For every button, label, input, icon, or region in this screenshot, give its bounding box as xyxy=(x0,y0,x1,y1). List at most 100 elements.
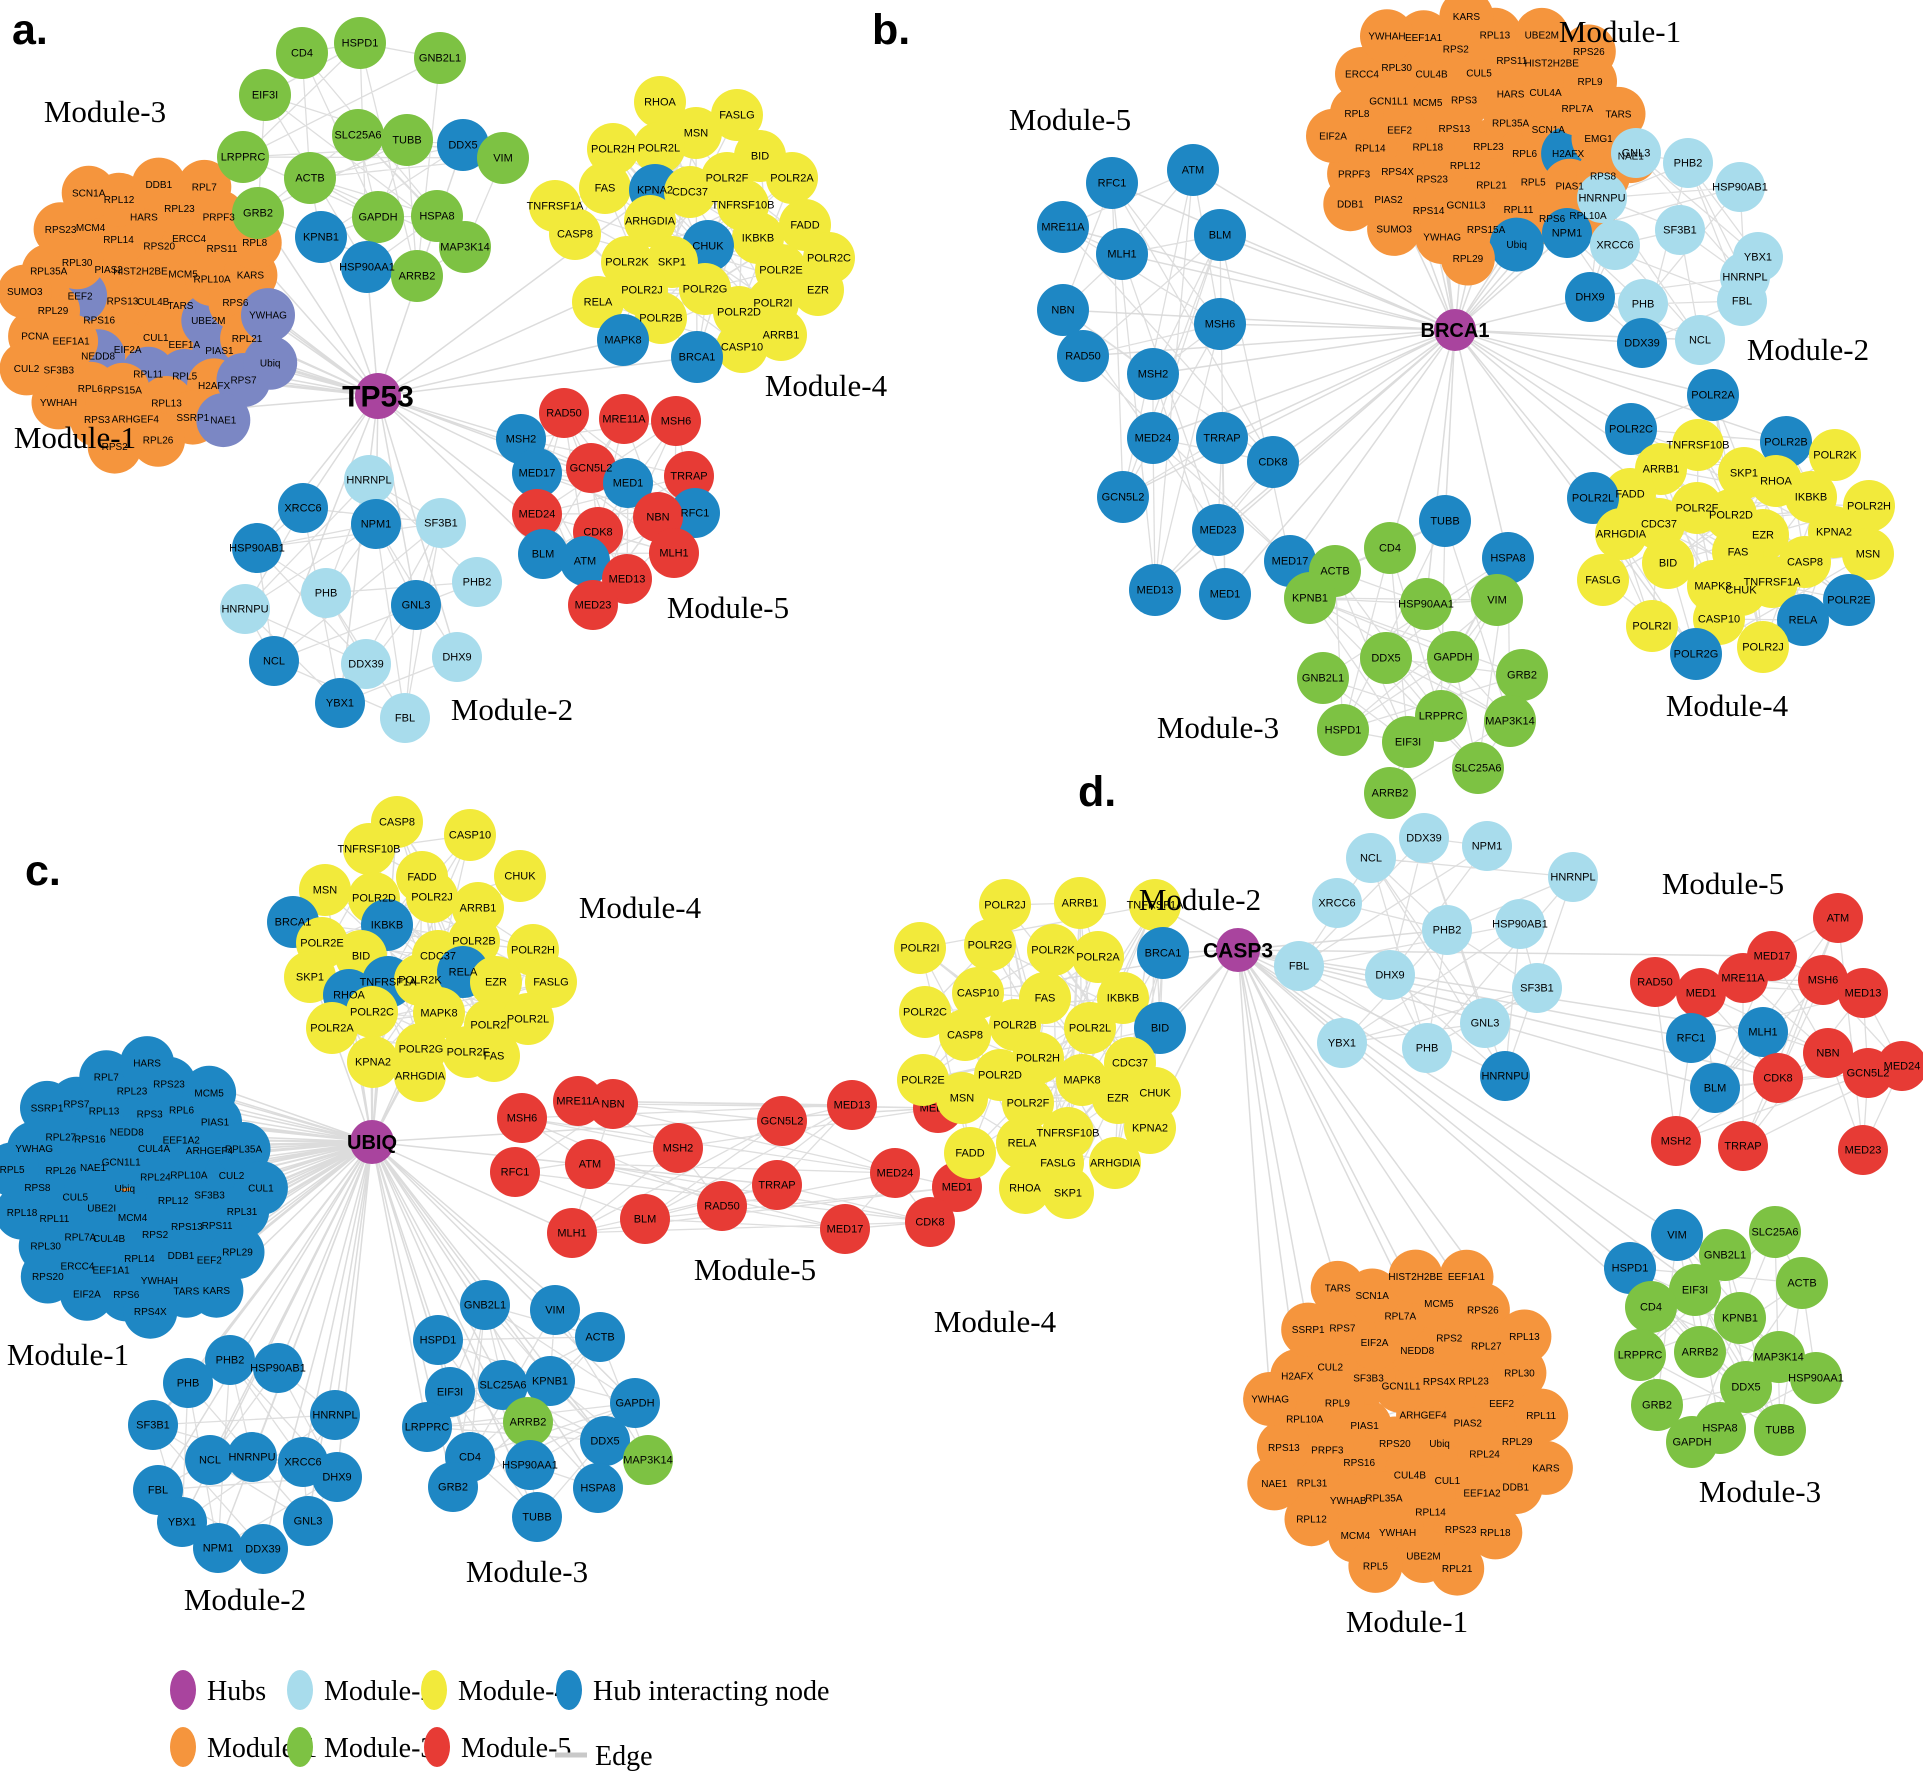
node-TRRAP[interactable] xyxy=(752,1160,802,1210)
node-RELA[interactable] xyxy=(1777,594,1829,646)
node-TRRAP[interactable] xyxy=(664,451,714,501)
node-DDX39[interactable] xyxy=(341,639,391,689)
node-DDX5[interactable] xyxy=(1360,632,1412,684)
node-RHOA[interactable] xyxy=(999,1162,1051,1214)
node-ACTB[interactable] xyxy=(284,152,336,204)
node-YBX1[interactable] xyxy=(315,678,365,728)
hub-node-CASP3[interactable] xyxy=(1216,928,1260,972)
node-RHOA[interactable] xyxy=(634,76,686,128)
node-PHB2[interactable] xyxy=(452,557,502,607)
node-PHB2[interactable] xyxy=(1422,905,1472,955)
node-NBN[interactable] xyxy=(1803,1028,1853,1078)
node-CD4[interactable] xyxy=(1364,522,1416,574)
node-HARS[interactable] xyxy=(120,1036,175,1091)
node-HSP90AB1[interactable] xyxy=(253,1343,303,1393)
node-POLR2A[interactable] xyxy=(1687,369,1739,421)
node-GCN5L2[interactable] xyxy=(757,1096,807,1146)
node-DDX39[interactable] xyxy=(1617,318,1667,368)
node-TARS[interactable] xyxy=(1591,86,1646,141)
node-PHB[interactable] xyxy=(1402,1023,1452,1073)
node-GNB2L1[interactable] xyxy=(460,1280,510,1330)
node-ARHGDIA[interactable] xyxy=(624,195,676,247)
node-DDX5[interactable] xyxy=(1720,1361,1772,1413)
node-NPM1[interactable] xyxy=(351,499,401,549)
node-LRPPRC[interactable] xyxy=(402,1402,452,1452)
node-RELA[interactable] xyxy=(572,276,624,328)
node-PHB[interactable] xyxy=(1618,279,1668,329)
node-MLH1[interactable] xyxy=(649,528,699,578)
node-EIF3I[interactable] xyxy=(1382,716,1434,768)
node-CASP10[interactable] xyxy=(716,321,768,373)
node-HNRNPU[interactable] xyxy=(227,1432,277,1482)
node-MSN[interactable] xyxy=(1842,528,1894,580)
node-GNL3[interactable] xyxy=(1611,128,1661,178)
node-POLR2I[interactable] xyxy=(1626,600,1678,652)
hub-node-TP53[interactable] xyxy=(355,373,401,419)
node-GAPDH[interactable] xyxy=(352,191,404,243)
node-CD4[interactable] xyxy=(276,27,328,79)
node-HSP90AA1[interactable] xyxy=(1790,1352,1842,1404)
node-KARS[interactable] xyxy=(1518,1440,1573,1495)
node-HSPD1[interactable] xyxy=(334,17,386,69)
node-DDX39[interactable] xyxy=(1399,813,1449,863)
node-ARHGDIA[interactable] xyxy=(1089,1137,1141,1189)
node-DDB1[interactable] xyxy=(131,157,186,212)
node-CDC37[interactable] xyxy=(664,166,716,218)
node-TUBB[interactable] xyxy=(381,114,433,166)
node-HNRNPU[interactable] xyxy=(220,584,270,634)
node-MED13[interactable] xyxy=(1838,968,1888,1018)
node-POLR2I[interactable] xyxy=(894,922,946,974)
node-NPM1[interactable] xyxy=(1542,208,1592,258)
node-RAD50[interactable] xyxy=(1630,957,1680,1007)
node-RPL11[interactable] xyxy=(1514,1388,1569,1443)
node-GRB2[interactable] xyxy=(232,187,284,239)
node-DHX9[interactable] xyxy=(1565,272,1615,322)
node-HSPD1[interactable] xyxy=(413,1315,463,1365)
node-GNB2L1[interactable] xyxy=(414,32,466,84)
node-POLR2J[interactable] xyxy=(1737,621,1789,673)
node-CASP8[interactable] xyxy=(549,208,601,260)
node-CUL1[interactable] xyxy=(233,1161,288,1216)
node-TNFRSF10B[interactable] xyxy=(1672,419,1724,471)
node-BLM[interactable] xyxy=(620,1194,670,1244)
node-POLR2L[interactable] xyxy=(1064,1002,1116,1054)
node-MAP3K14[interactable] xyxy=(1484,695,1536,747)
node-LRPPRC[interactable] xyxy=(217,131,269,183)
node-FASLG[interactable] xyxy=(711,89,763,141)
node-SKP1[interactable] xyxy=(284,951,336,1003)
node-DDX5[interactable] xyxy=(580,1416,630,1466)
node-MRE11A[interactable] xyxy=(1037,201,1089,253)
node-VIM[interactable] xyxy=(1651,1209,1703,1261)
node-EZR[interactable] xyxy=(792,264,844,316)
node-ARRB2[interactable] xyxy=(503,1397,553,1447)
node-SSRP1[interactable] xyxy=(1281,1302,1336,1357)
node-HSPD1[interactable] xyxy=(1317,704,1369,756)
node-MED17[interactable] xyxy=(820,1204,870,1254)
node-RPL7[interactable] xyxy=(79,1050,134,1105)
node-POLR2G[interactable] xyxy=(1670,628,1722,680)
node-HSP90AB1[interactable] xyxy=(232,523,282,573)
node-MED23[interactable] xyxy=(1838,1125,1888,1175)
node-POLR2B[interactable] xyxy=(1760,416,1812,468)
node-HSP90AA1[interactable] xyxy=(505,1440,555,1490)
node-POLR2K[interactable] xyxy=(1027,924,1079,976)
node-YBX1[interactable] xyxy=(157,1497,207,1547)
node-RFC1[interactable] xyxy=(490,1147,540,1197)
node-XRCC6[interactable] xyxy=(278,483,328,533)
node-TUBB[interactable] xyxy=(512,1492,562,1542)
node-MED24[interactable] xyxy=(512,489,562,539)
node-IKBKB[interactable] xyxy=(1097,972,1149,1024)
node-BLM[interactable] xyxy=(1194,209,1246,261)
node-MSN[interactable] xyxy=(936,1072,988,1124)
node-POLR2C[interactable] xyxy=(346,986,398,1038)
node-KARS[interactable] xyxy=(189,1263,244,1318)
node-CD4[interactable] xyxy=(1625,1281,1677,1333)
node-KPNB1[interactable] xyxy=(1714,1292,1766,1344)
node-PHB[interactable] xyxy=(163,1358,213,1408)
node-EIF3I[interactable] xyxy=(239,69,291,121)
node-POLR2E[interactable] xyxy=(897,1054,949,1106)
node-ARRB1[interactable] xyxy=(1054,877,1106,929)
node-KPNB1[interactable] xyxy=(525,1356,575,1406)
node-TRRAP[interactable] xyxy=(1718,1121,1768,1171)
node-BRCA1[interactable] xyxy=(1137,927,1189,979)
